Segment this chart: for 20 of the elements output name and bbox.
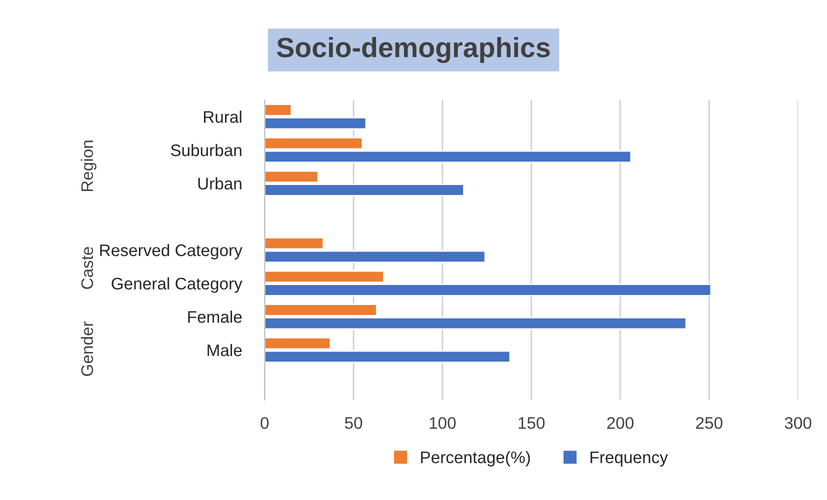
y-tick-label: Reserved Category — [100, 244, 242, 260]
text: Region — [80, 140, 96, 192]
x-tick-label: 100 — [430, 417, 456, 429]
chart-title: Socio-demographics — [276, 36, 550, 64]
text: Gender — [80, 321, 94, 376]
x-tick-label: 250 — [696, 417, 722, 429]
y-tick-label: General Category — [112, 277, 242, 293]
y-tick-label: Suburban — [170, 144, 242, 156]
y-tick-label: Female — [188, 310, 242, 323]
x-tick-label: 0 — [260, 417, 269, 429]
x-tick-label: 50 — [344, 417, 362, 429]
y-tick-label: Male — [208, 344, 242, 356]
y-tick-label: Rural — [204, 110, 242, 123]
text: Caste — [81, 246, 94, 289]
x-tick-label: 300 — [784, 417, 812, 429]
y-tick-label: Urban — [198, 177, 242, 190]
legend-label: Frequency — [590, 452, 668, 467]
x-tick-label: 150 — [518, 417, 545, 429]
legend-label: Percentage(%) — [421, 451, 530, 467]
x-tick-label: 200 — [607, 417, 634, 429]
